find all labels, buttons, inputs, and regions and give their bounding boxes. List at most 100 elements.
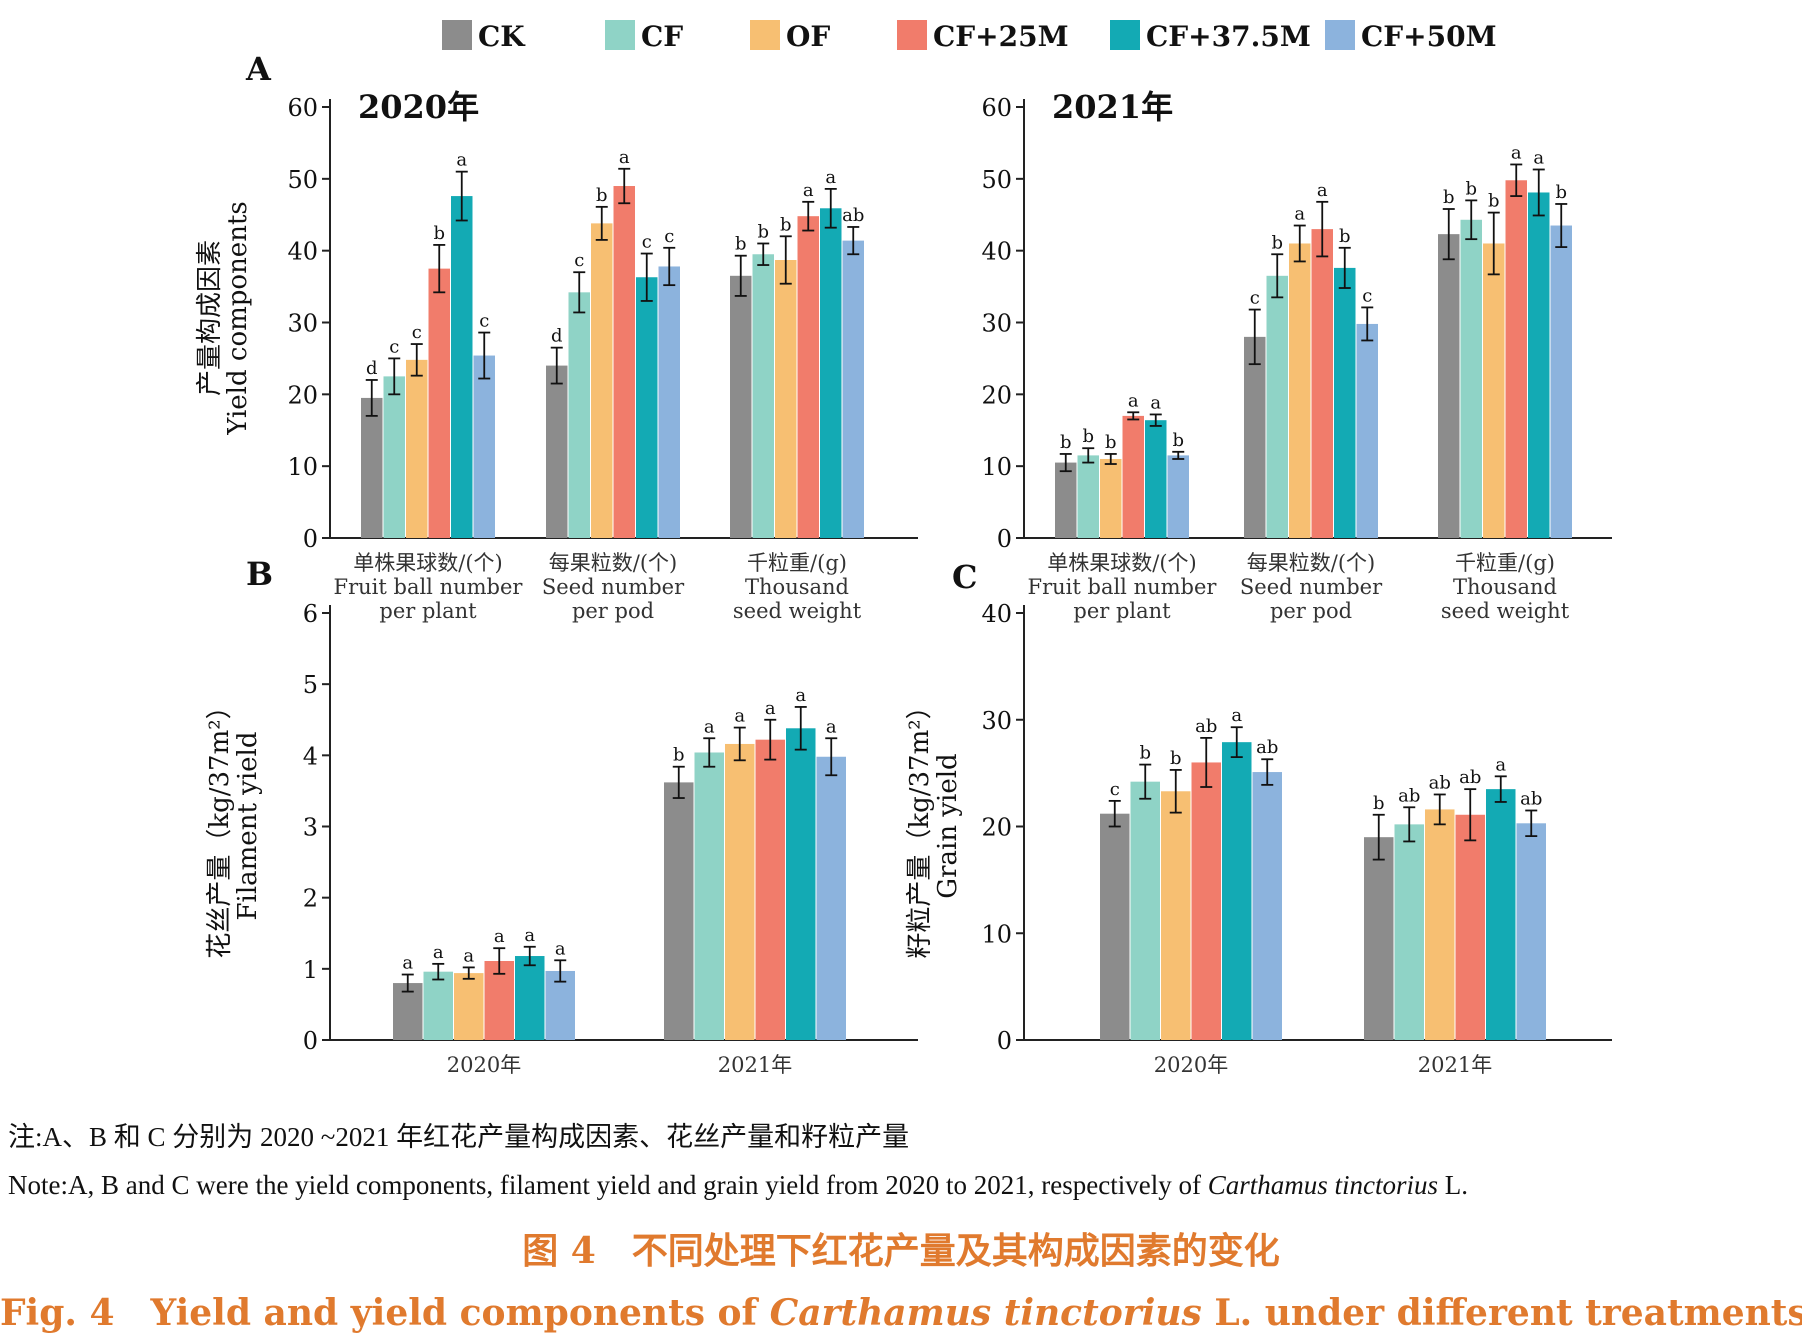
panel-1-category-2-line-2: seed weight — [1441, 599, 1570, 623]
panel-3-sig-letter-1-1: ab — [1398, 785, 1420, 806]
panel-3-sig-letter-1-4: a — [1495, 754, 1506, 775]
panel-0-ytick-label-4: 40 — [287, 238, 318, 266]
panel-2-bar-1-4 — [786, 728, 816, 1040]
panel-1-sig-letter-0-1: b — [1082, 426, 1094, 447]
legend-label-5: CF+50M — [1361, 20, 1497, 53]
panel-2-bar-1-5 — [816, 756, 846, 1040]
panel-1-bar-1-0 — [1244, 336, 1266, 538]
panel-2-category-1-line-0: 2021年 — [718, 1053, 792, 1077]
panel-0-title: 2020年 — [358, 88, 479, 126]
note-en-suffix: L. — [1438, 1170, 1468, 1200]
panel-1-bar-1-2 — [1289, 243, 1311, 538]
panel-2-bar-1-3 — [755, 739, 785, 1040]
panel-1-category-1-line-0: 每果粒数/(个) — [1247, 551, 1375, 575]
note-en-prefix: Note:A, B and C were the yield component… — [8, 1170, 1208, 1200]
panel-1-sig-letter-1-0: c — [1250, 288, 1260, 309]
panel-3-ytick-label-4: 40 — [981, 600, 1012, 628]
panel-1-category-0-line-2: per plant — [1073, 599, 1171, 623]
panel-3-bar-1-5 — [1516, 823, 1546, 1040]
panel-3-sig-letter-0-3: ab — [1195, 716, 1217, 737]
panel-2-ylabel: 花丝产量（kg/37m²）Filament yield — [205, 693, 263, 958]
panel-0-sig-letter-0-3: b — [433, 223, 445, 244]
panel-1-ytick-label-3: 30 — [981, 310, 1012, 338]
legend-swatch-1 — [605, 20, 635, 50]
panel-1-ytick-label-0: 0 — [997, 525, 1012, 553]
panel-1-bar-2-1 — [1460, 219, 1482, 539]
panel-2-sig-letter-1-3: a — [765, 698, 776, 719]
panel-1-sig-letter-2-5: b — [1555, 182, 1567, 203]
panel-0-category-2-line-0: 千粒重/(g) — [747, 551, 847, 575]
panel-0-bar-2-1 — [752, 254, 774, 538]
panel-2-bar-1-0 — [664, 782, 694, 1040]
panel-1-bar-1-5 — [1356, 323, 1378, 538]
panel-1-ytick-label-5: 50 — [981, 166, 1012, 194]
panel-1-ytick-label-6: 60 — [981, 94, 1012, 122]
panel-0-category-0-line-0: 单株果球数/(个) — [353, 551, 502, 575]
panel-3-bar-1-3 — [1455, 814, 1485, 1040]
panel-1-bar-0-0 — [1055, 462, 1077, 538]
panel-1-bar-0-4 — [1145, 420, 1167, 538]
panel-0-ylabel-en: Yield components — [223, 201, 253, 435]
panel-2-sig-letter-0-0: a — [402, 953, 413, 974]
caption-en-species: Carthamus tinctorius — [769, 1292, 1202, 1334]
panel-1-category-1-line-2: per pod — [1270, 599, 1352, 623]
panel-0-bar-0-5 — [473, 355, 495, 538]
panel-1-sig-letter-1-5: c — [1362, 285, 1372, 306]
panel-0-ytick-label-6: 60 — [287, 94, 318, 122]
panel-1-category-0-line-0: 单株果球数/(个) — [1047, 551, 1196, 575]
panel-0-letter: A — [245, 50, 272, 88]
panel-3-ytick-label-1: 10 — [981, 920, 1012, 948]
panel-0-bar-1-4 — [636, 277, 658, 538]
panel-1-bar-1-1 — [1266, 275, 1288, 538]
panel-2-sig-letter-1-2: a — [734, 706, 745, 727]
panel-2-sig-letter-1-5: a — [826, 716, 837, 737]
panel-1-bar-2-3 — [1505, 180, 1527, 538]
panel-0-sig-letter-1-4: c — [642, 232, 652, 253]
panel-1-bar-2-0 — [1438, 234, 1460, 538]
note-en-species: Carthamus tinctorius — [1207, 1170, 1438, 1200]
panel-3-category-0-line-0: 2020年 — [1154, 1053, 1228, 1077]
panel-2-bar-0-1 — [423, 971, 453, 1040]
panel-0-sig-letter-1-3: a — [619, 147, 630, 168]
panel-2-ytick-label-3: 3 — [303, 814, 318, 842]
panel-0-ytick-label-2: 20 — [287, 381, 318, 409]
panel-3-ylabel-en: Grain yield — [933, 753, 963, 898]
panel-3-bar-1-1 — [1394, 824, 1424, 1040]
panel-1-bar-2-4 — [1528, 192, 1550, 538]
panel-2-sig-letter-0-1: a — [433, 942, 444, 963]
panel-0-category-2-line-2: seed weight — [733, 599, 862, 623]
panel-3-bar-0-5 — [1252, 772, 1282, 1040]
panel-3-bar-1-2 — [1425, 809, 1455, 1040]
panel-2-sig-letter-0-5: a — [555, 938, 566, 959]
legend-label-1: CF — [641, 20, 683, 53]
panel-1-sig-letter-1-4: b — [1339, 226, 1351, 247]
legend-swatch-3 — [897, 20, 927, 50]
panel-0-bar-1-5 — [658, 266, 680, 538]
panel-0-bar-2-0 — [730, 275, 752, 538]
panel-0-category-1-line-2: per pod — [572, 599, 654, 623]
panel-2-sig-letter-0-2: a — [463, 945, 474, 966]
panel-0-category-2-line-1: Thousand — [745, 575, 849, 599]
panel-0-ytick-label-0: 0 — [303, 525, 318, 553]
panel-2-ytick-label-1: 1 — [303, 956, 318, 984]
panel-0-bar-0-4 — [451, 196, 473, 538]
panel-2-bar-0-0 — [393, 983, 423, 1040]
panel-0-bar-0-0 — [361, 397, 383, 538]
panel-2-letter: B — [246, 555, 273, 593]
panel-1-sig-letter-0-4: a — [1150, 392, 1161, 413]
panel-0-sig-letter-2-3: a — [803, 180, 814, 201]
panel-0-bar-1-1 — [568, 292, 590, 538]
panel-2-sig-letter-0-4: a — [524, 925, 535, 946]
panel-0-bar-2-5 — [842, 240, 864, 539]
caption-en-suffix: L. under different treatments — [1201, 1292, 1802, 1334]
legend-swatch-5 — [1325, 20, 1355, 50]
panel-3-bar-0-2 — [1161, 791, 1191, 1040]
panel-0-bar-1-2 — [591, 223, 613, 538]
panel-2-ylabel-en: Filament yield — [233, 731, 263, 920]
panel-2-ytick-label-2: 2 — [303, 885, 318, 913]
panel-0-bar-1-0 — [546, 365, 568, 538]
panel-3-ytick-label-2: 20 — [981, 814, 1012, 842]
panel-0-sig-letter-0-1: c — [389, 336, 399, 357]
panel-0-bar-0-2 — [406, 359, 428, 538]
panel-1-ytick-label-1: 10 — [981, 453, 1012, 481]
